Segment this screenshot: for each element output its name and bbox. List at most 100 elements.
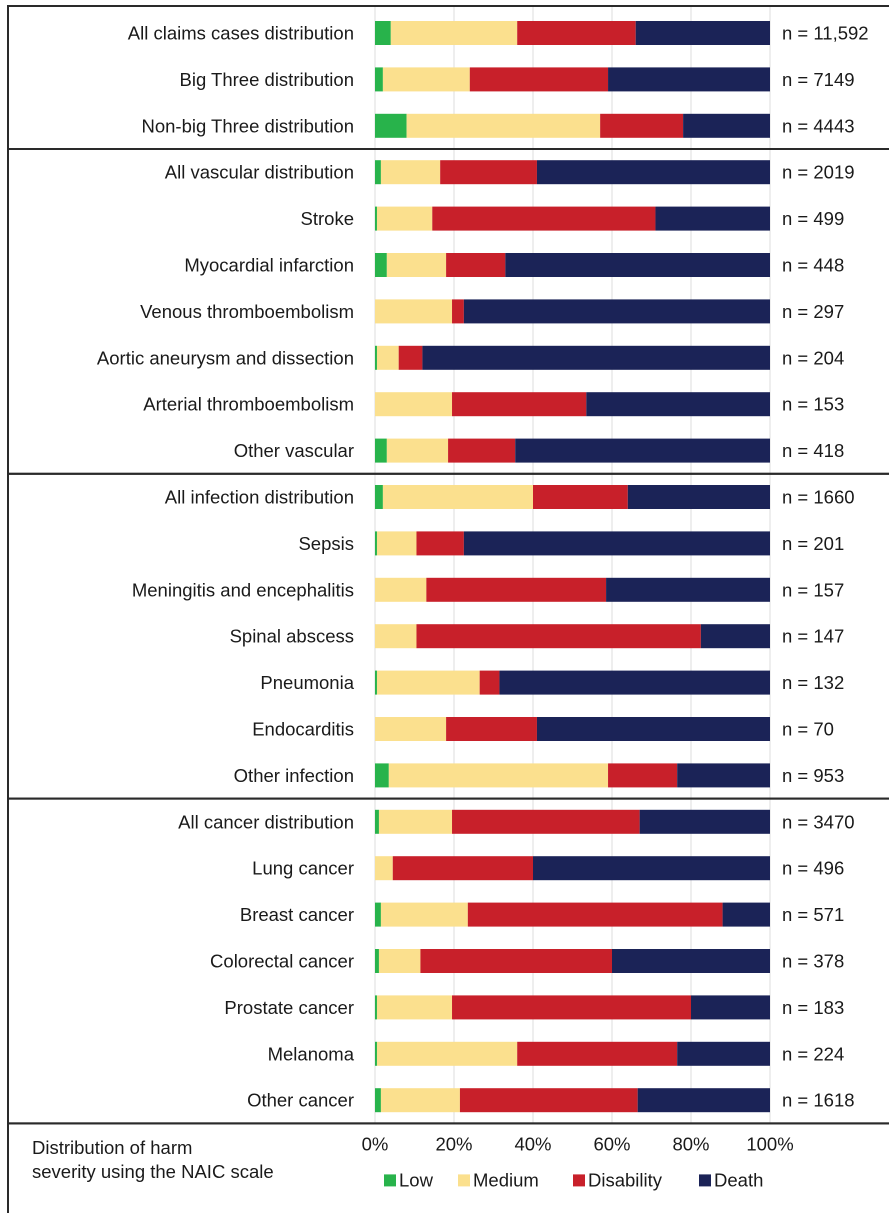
bar-segment-low <box>375 67 383 92</box>
bar-segment-disability <box>517 21 636 45</box>
legend-label-low: Low <box>399 1169 434 1190</box>
x-tick-label: 100% <box>746 1133 793 1154</box>
row-label: All infection distribution <box>165 487 354 508</box>
legend-title-line-1: Distribution of harm <box>32 1137 193 1158</box>
row-label: Arterial thromboembolism <box>143 394 354 415</box>
bar-segment-disability <box>440 160 537 185</box>
row-label: Non-big Three distribution <box>141 115 354 136</box>
x-tick-label: 80% <box>672 1133 709 1154</box>
bar-segment-medium <box>382 485 533 509</box>
row-label: Aortic aneurysm and dissection <box>97 347 354 368</box>
row-label: Other vascular <box>234 440 354 461</box>
bar-segment-death <box>639 809 770 834</box>
x-tick-label: 20% <box>435 1133 472 1154</box>
bar-segment-disability <box>446 253 506 277</box>
bar-segment-death <box>635 21 770 45</box>
legend-frame <box>7 1122 889 1213</box>
sample-size-label: n = 2019 <box>782 162 855 183</box>
legend-title-line-2: severity using the NAIC scale <box>32 1161 274 1182</box>
bar-segment-disability <box>392 856 533 881</box>
bar-segment-medium <box>376 1041 518 1066</box>
bar-segment-death <box>677 763 770 788</box>
bar-segment-medium <box>376 345 399 370</box>
sample-size-label: n = 157 <box>782 579 844 600</box>
bar-segment-medium <box>378 949 421 973</box>
bar-segment-disability <box>448 438 516 463</box>
bar-segment-medium <box>390 21 518 45</box>
sample-size-label: n = 3470 <box>782 811 855 832</box>
bar-segment-disability <box>452 809 640 834</box>
bar-segment-disability <box>479 670 500 695</box>
bar-segment-low <box>375 113 407 138</box>
bar-segment-low <box>375 809 379 834</box>
bar-segment-disability <box>452 392 587 417</box>
bar-segment-low <box>375 763 389 788</box>
bar-segment-medium <box>376 531 417 556</box>
bar-segment-medium <box>380 902 468 927</box>
row-label: Meningitis and encephalitis <box>132 579 354 600</box>
bar-segment-medium <box>375 299 453 324</box>
bar-segment-death <box>683 113 770 138</box>
sample-size-label: n = 496 <box>782 858 844 879</box>
bar-segment-death <box>612 949 770 973</box>
bar-segment-medium <box>375 577 427 602</box>
bar-segment-death <box>536 160 770 185</box>
bar-segment-medium <box>382 67 470 92</box>
bar-segment-death <box>677 1041 770 1066</box>
bar-segment-medium <box>376 670 480 695</box>
sample-size-label: n = 1660 <box>782 487 855 508</box>
bar-segment-disability <box>446 717 537 741</box>
row-label: Stroke <box>301 208 354 229</box>
bar-segment-disability <box>600 113 684 138</box>
row-label: Melanoma <box>268 1043 355 1064</box>
bar-segment-low <box>375 1088 381 1113</box>
sample-size-label: n = 70 <box>782 719 834 740</box>
bar-segment-disability <box>398 345 423 370</box>
bar-segment-medium <box>375 856 393 881</box>
bar-segment-disability <box>420 949 612 973</box>
bar-segment-disability <box>469 67 609 92</box>
sample-size-label: n = 132 <box>782 672 844 693</box>
bar-segment-low <box>375 160 381 185</box>
bar-segment-medium <box>386 253 447 277</box>
legend-swatch-medium <box>458 1174 470 1187</box>
bar-segment-low <box>375 253 387 277</box>
sample-size-label: n = 201 <box>782 533 844 554</box>
row-label: Other cancer <box>247 1090 354 1111</box>
bar-segment-death <box>606 577 770 602</box>
sample-size-label: n = 1618 <box>782 1090 855 1111</box>
row-label: Sepsis <box>298 533 354 554</box>
row-label: Prostate cancer <box>224 997 354 1018</box>
bar-segment-death <box>505 253 770 277</box>
row-label: All claims cases distribution <box>128 23 354 44</box>
bar-segment-death <box>586 392 770 417</box>
bar-segment-medium <box>376 995 453 1020</box>
row-label: Myocardial infarction <box>184 255 354 276</box>
bar-segment-disability <box>517 1041 678 1066</box>
bar-segment-disability <box>533 485 628 509</box>
bar-segment-disability <box>452 299 464 324</box>
sample-size-label: n = 499 <box>782 208 844 229</box>
legend-label-medium: Medium <box>473 1169 539 1190</box>
row-label: All vascular distribution <box>165 162 354 183</box>
bar-segment-low <box>375 438 387 463</box>
sample-size-label: n = 147 <box>782 626 844 647</box>
sample-size-label: n = 7149 <box>782 69 855 90</box>
legend-swatch-death <box>699 1174 711 1187</box>
bar-segment-low <box>375 345 377 370</box>
sample-size-label: n = 571 <box>782 904 844 925</box>
bar-segment-disability <box>467 902 723 927</box>
bar-segment-death <box>691 995 770 1020</box>
sample-size-label: n = 183 <box>782 997 844 1018</box>
sample-size-label: n = 4443 <box>782 115 855 136</box>
sample-size-label: n = 11,592 <box>782 23 869 44</box>
bar-segment-medium <box>386 438 449 463</box>
sample-size-label: n = 224 <box>782 1043 844 1064</box>
row-label: Spinal abscess <box>230 626 354 647</box>
sample-size-label: n = 953 <box>782 765 844 786</box>
bar-segment-death <box>422 345 770 370</box>
bar-segment-death <box>700 624 770 649</box>
bar-segment-disability <box>416 624 701 649</box>
sample-size-label: n = 378 <box>782 951 844 972</box>
